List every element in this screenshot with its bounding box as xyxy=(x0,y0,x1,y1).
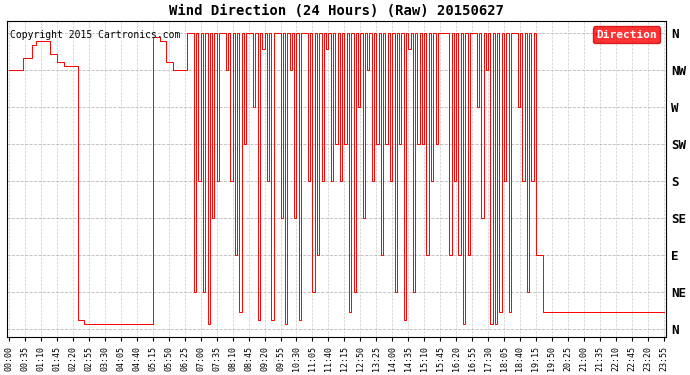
Text: Copyright 2015 Cartronics.com: Copyright 2015 Cartronics.com xyxy=(10,30,181,40)
Title: Wind Direction (24 Hours) (Raw) 20150627: Wind Direction (24 Hours) (Raw) 20150627 xyxy=(169,4,504,18)
Legend: Direction: Direction xyxy=(593,26,660,43)
